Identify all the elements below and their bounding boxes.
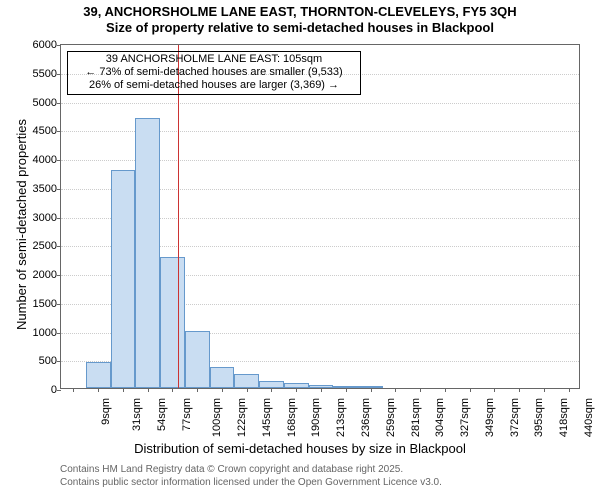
xtick-label: 395sqm	[533, 392, 545, 437]
xtick-mark	[247, 388, 248, 392]
xtick-mark	[519, 388, 520, 392]
histogram-bar	[333, 386, 358, 388]
xtick-mark	[123, 388, 124, 392]
chart-title-line1: 39, ANCHORSHOLME LANE EAST, THORNTON-CLE…	[0, 4, 600, 19]
xtick-label: 213sqm	[335, 392, 347, 437]
xtick-mark	[98, 388, 99, 392]
xtick-label: 9sqm	[100, 392, 112, 425]
xtick-mark	[544, 388, 545, 392]
ytick-label: 500	[39, 355, 61, 367]
xtick-mark	[222, 388, 223, 392]
ytick-label: 5000	[33, 97, 61, 109]
ytick-label: 6000	[33, 39, 61, 51]
xtick-label: 190sqm	[311, 392, 323, 437]
ytick-label: 3500	[33, 183, 61, 195]
x-axis-label: Distribution of semi-detached houses by …	[0, 441, 600, 456]
xtick-label: 236sqm	[360, 392, 372, 437]
histogram-bar	[135, 118, 160, 388]
ytick-label: 4000	[33, 154, 61, 166]
xtick-mark	[445, 388, 446, 392]
xtick-label: 418sqm	[558, 392, 570, 437]
xtick-mark	[197, 388, 198, 392]
plot-area: 0500100015002000250030003500400045005000…	[60, 44, 580, 389]
histogram-bar	[111, 170, 136, 389]
ytick-label: 4500	[33, 125, 61, 137]
xtick-mark	[73, 388, 74, 392]
xtick-label: 31sqm	[131, 392, 143, 431]
xtick-label: 54sqm	[156, 392, 168, 431]
ytick-label: 3000	[33, 212, 61, 224]
xtick-label: 327sqm	[459, 392, 471, 437]
histogram-bar	[86, 362, 111, 388]
histogram-bar	[234, 374, 259, 388]
annotation-line2: ← 73% of semi-detached houses are smalle…	[71, 66, 357, 79]
xtick-mark	[148, 388, 149, 392]
xtick-mark	[371, 388, 372, 392]
xtick-label: 349sqm	[484, 392, 496, 437]
histogram-bar	[259, 381, 284, 388]
histogram-bar	[309, 385, 334, 388]
xtick-mark	[395, 388, 396, 392]
xtick-mark	[420, 388, 421, 392]
xtick-label: 304sqm	[434, 392, 446, 437]
chart-title-line2: Size of property relative to semi-detach…	[0, 20, 600, 35]
xtick-mark	[296, 388, 297, 392]
xtick-mark	[470, 388, 471, 392]
xtick-mark	[321, 388, 322, 392]
xtick-label: 281sqm	[410, 392, 422, 437]
footnote-line1: Contains HM Land Registry data © Crown c…	[60, 464, 403, 475]
reference-line	[178, 45, 179, 388]
ytick-label: 0	[51, 384, 61, 396]
histogram-bar	[210, 367, 235, 388]
footnote-line2: Contains public sector information licen…	[60, 477, 442, 488]
annotation-line1: 39 ANCHORSHOLME LANE EAST: 105sqm	[71, 53, 357, 66]
ytick-label: 1000	[33, 327, 61, 339]
xtick-label: 259sqm	[385, 392, 397, 437]
xtick-mark	[494, 388, 495, 392]
xtick-label: 168sqm	[286, 392, 298, 437]
gridline	[61, 103, 579, 104]
xtick-label: 372sqm	[509, 392, 521, 437]
chart-root: 39, ANCHORSHOLME LANE EAST, THORNTON-CLE…	[0, 0, 600, 500]
xtick-mark	[172, 388, 173, 392]
xtick-mark	[346, 388, 347, 392]
annotation-box: 39 ANCHORSHOLME LANE EAST: 105sqm← 73% o…	[67, 51, 361, 95]
ytick-label: 2000	[33, 269, 61, 281]
annotation-line3: 26% of semi-detached houses are larger (…	[71, 79, 357, 92]
xtick-label: 77sqm	[181, 392, 193, 431]
ytick-label: 1500	[33, 298, 61, 310]
xtick-mark	[569, 388, 570, 392]
xtick-label: 145sqm	[261, 392, 273, 437]
histogram-bar	[358, 386, 383, 388]
histogram-bar	[160, 257, 185, 388]
histogram-bar	[185, 331, 210, 389]
ytick-label: 2500	[33, 240, 61, 252]
histogram-bar	[284, 383, 309, 388]
xtick-label: 440sqm	[583, 392, 595, 437]
ytick-label: 5500	[33, 68, 61, 80]
xtick-label: 100sqm	[212, 392, 224, 437]
xtick-mark	[271, 388, 272, 392]
y-axis-label: Number of semi-detached properties	[14, 119, 29, 330]
xtick-label: 122sqm	[236, 392, 248, 437]
